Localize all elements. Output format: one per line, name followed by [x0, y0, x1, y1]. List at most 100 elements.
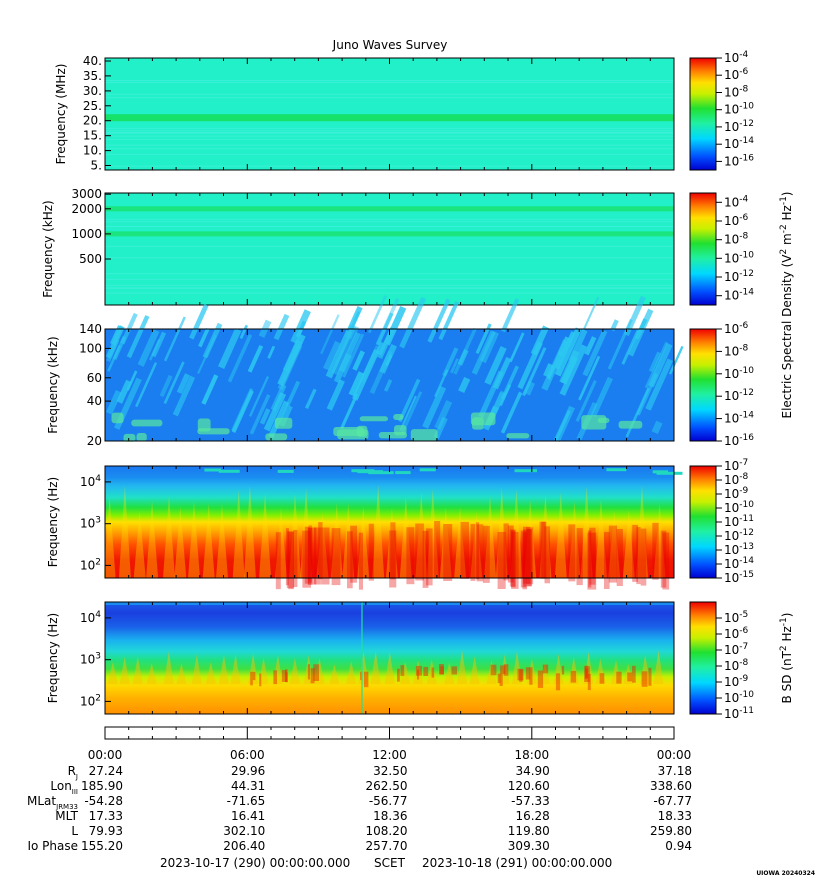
emission-column — [275, 532, 281, 590]
emission-column — [660, 530, 667, 588]
harmonic-spike — [289, 493, 301, 578]
emission-column — [632, 665, 636, 683]
emission-streak — [578, 355, 601, 401]
footer-scet-label: SCET — [374, 856, 406, 870]
colorbar-tick-label: 10-10 — [724, 500, 754, 515]
y-tick-label: 104 — [80, 610, 101, 625]
emission-patch — [393, 414, 404, 420]
colorbar-hfr-high — [689, 57, 717, 171]
emission-patch — [274, 417, 293, 429]
emission-streak — [135, 362, 158, 408]
emission-column — [511, 530, 516, 588]
emission-streak — [383, 379, 393, 392]
colorbar-lfr-low — [689, 465, 717, 579]
harmonic-spike — [539, 494, 552, 578]
b-field-colorbar-label: B SD (nT2 Hz-1) — [779, 613, 794, 704]
x-ticks-hfr-high — [104, 58, 675, 170]
emission-streak — [433, 416, 448, 440]
emission-band — [105, 206, 674, 212]
emission-streak — [320, 314, 340, 355]
emission-streak — [500, 391, 523, 434]
emission-streak — [523, 381, 536, 396]
emission-column — [604, 532, 610, 589]
emission-streak — [582, 329, 608, 377]
emission-column — [368, 523, 374, 581]
spectrogram-hfr-low — [105, 193, 674, 305]
harmonic-spike — [118, 485, 131, 578]
colorbar-ticks-hfr-low: 10-4 10-6 10-8 10-10 10-12 10-14 — [716, 194, 754, 303]
y-tick-label: 500 — [79, 252, 102, 266]
ephemeris-value: 16.28 — [515, 809, 549, 823]
emission-streak — [379, 344, 397, 374]
spectrogram-stripe — [105, 132, 674, 134]
y-tick-label: 10. — [83, 144, 102, 158]
harmonic-spike — [146, 500, 159, 578]
emission-column — [539, 521, 547, 579]
colorbar-tick-label: 10-10 — [724, 250, 754, 265]
emission-streak — [458, 376, 471, 394]
emission-streak — [627, 308, 654, 357]
harmonic-spike — [495, 487, 508, 578]
harmonic-spike — [426, 488, 439, 578]
emission-column — [503, 523, 509, 581]
colorbar-tick-label: 10-6 — [724, 67, 749, 82]
colorbar-tick-label: 10-13 — [724, 542, 754, 557]
emission-column — [648, 667, 652, 686]
colorbar-tick-label: 10-6 — [724, 626, 749, 641]
time-tick-label: 06:00 — [230, 748, 265, 762]
emission-column — [490, 664, 497, 676]
emission-streak — [541, 339, 570, 391]
harmonic-spike — [439, 507, 452, 578]
emission-column — [616, 671, 622, 684]
ephemeris-value: 29.96 — [231, 764, 265, 778]
harmonic-spike — [107, 661, 118, 684]
ephemeris-value: 257.70 — [366, 839, 408, 853]
emission-column — [415, 523, 424, 581]
emission-column — [568, 524, 576, 582]
emission-streak — [369, 350, 393, 395]
emission-column — [304, 526, 310, 584]
harmonic-spike — [174, 506, 187, 578]
emission-column — [389, 530, 397, 588]
ephemeris-value: 309.30 — [508, 839, 550, 853]
spectrogram-stripe — [105, 221, 674, 223]
y-tick-label: 102 — [80, 693, 101, 708]
emission-column — [313, 664, 319, 681]
harmonic-spike — [275, 507, 287, 578]
harmonic-spike — [469, 656, 480, 684]
ephemeris-row-label: MLT — [55, 809, 78, 823]
colorbar-tick-label: 10-16 — [724, 153, 754, 168]
emission-streak — [198, 328, 210, 348]
x-ticks-lfr-high — [104, 329, 675, 441]
emission-patch — [378, 432, 407, 439]
emission-column — [587, 673, 591, 691]
emission-streak — [163, 361, 185, 404]
footer-end-time: 2023-10-18 (291) 00:00:00.000 — [422, 856, 612, 870]
emission-column — [475, 522, 480, 580]
ephemeris-value: -54.28 — [84, 794, 123, 808]
emission-streak — [137, 329, 160, 367]
emission-column — [497, 673, 501, 684]
harmonic-spike — [415, 492, 428, 578]
emission-streak — [359, 345, 381, 383]
y-axis-label-b-field: Frequency (Hz) — [46, 613, 60, 704]
ephemeris-value: 185.90 — [81, 779, 123, 793]
ephemeris-value: 37.18 — [658, 764, 692, 778]
emission-streak — [427, 298, 451, 343]
emission-column — [503, 664, 509, 676]
emission-column — [273, 670, 277, 685]
y-tick-label: 103 — [80, 652, 101, 667]
emission-patch — [656, 471, 683, 475]
emission-column — [360, 671, 363, 681]
emission-column — [522, 532, 528, 590]
emission-column — [616, 529, 623, 586]
spectrogram-stripe — [105, 138, 674, 140]
emission-streak — [285, 380, 301, 407]
ephemeris-value: 18.33 — [658, 809, 692, 823]
emission-patch — [419, 468, 436, 472]
emission-streak — [148, 339, 161, 361]
emission-column — [608, 525, 617, 583]
